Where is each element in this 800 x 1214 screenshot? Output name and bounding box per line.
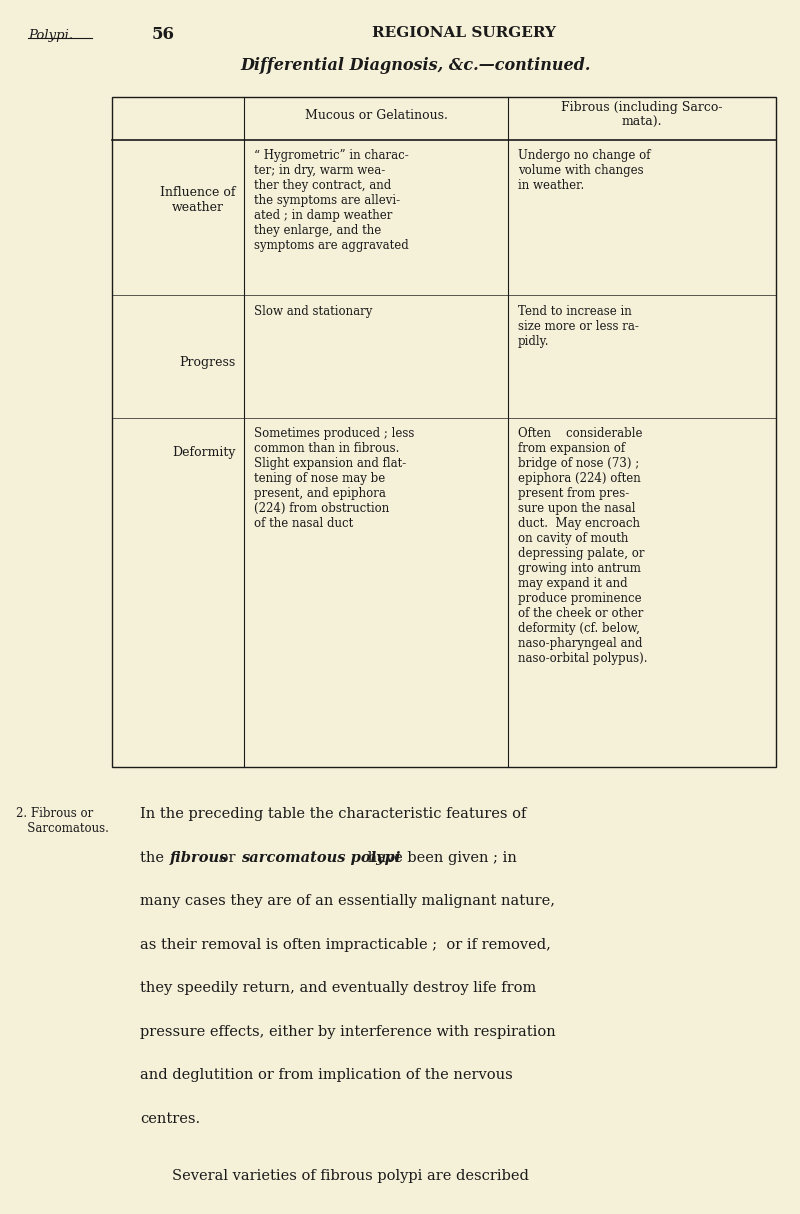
Text: Differential Diagnosis, &c.—continued.: Differential Diagnosis, &c.—continued. (241, 57, 591, 74)
Text: Several varieties of fibrous polypi are described: Several varieties of fibrous polypi are … (172, 1169, 529, 1182)
Text: as their removal is often impracticable ;  or if removed,: as their removal is often impracticable … (140, 937, 551, 952)
Text: Fibrous (including Sarco-
mata).: Fibrous (including Sarco- mata). (562, 101, 722, 129)
Text: REGIONAL SURGERY: REGIONAL SURGERY (372, 27, 556, 40)
Text: Deformity: Deformity (173, 447, 236, 459)
Text: centres.: centres. (140, 1112, 200, 1125)
Text: Tend to increase in
size more or less ra-
pidly.: Tend to increase in size more or less ra… (518, 305, 638, 347)
Text: the: the (140, 851, 169, 864)
Text: many cases they are of an essentially malignant nature,: many cases they are of an essentially ma… (140, 895, 555, 908)
Text: Progress: Progress (180, 356, 236, 369)
Text: 2. Fibrous or
   Sarcomatous.: 2. Fibrous or Sarcomatous. (16, 807, 109, 835)
Text: sarcomatous polypi: sarcomatous polypi (241, 851, 400, 864)
Text: they speedily return, and eventually destroy life from: they speedily return, and eventually des… (140, 981, 536, 995)
Text: Mucous or Gelatinous.: Mucous or Gelatinous. (305, 108, 447, 121)
Text: fibrous: fibrous (170, 851, 228, 864)
Text: Sometimes produced ; less
common than in fibrous.
Slight expansion and flat-
ten: Sometimes produced ; less common than in… (254, 427, 414, 531)
Text: Influence of
weather: Influence of weather (161, 186, 236, 215)
Text: pressure effects, either by interference with respiration: pressure effects, either by interference… (140, 1025, 556, 1039)
Text: and deglutition or from implication of the nervous: and deglutition or from implication of t… (140, 1068, 513, 1082)
Text: 56: 56 (152, 27, 175, 44)
Text: Polypi.: Polypi. (28, 29, 73, 41)
Text: “ Hygrometric” in charac-
ter; in dry, warm wea-
ther they contract, and
the sym: “ Hygrometric” in charac- ter; in dry, w… (254, 149, 408, 251)
Text: e. g. :: e. g. : (140, 1213, 182, 1214)
Text: In the preceding table the characteristic features of: In the preceding table the characteristi… (140, 807, 526, 821)
Text: have been given ; in: have been given ; in (363, 851, 517, 864)
Text: or: or (215, 851, 240, 864)
Text: Undergo no change of
volume with changes
in weather.: Undergo no change of volume with changes… (518, 149, 650, 192)
Text: Often    considerable
from expansion of
bridge of nose (73) ;
epiphora (224) oft: Often considerable from expansion of bri… (518, 427, 647, 665)
Bar (112, 97, 776, 767)
Text: Slow and stationary: Slow and stationary (254, 305, 372, 318)
